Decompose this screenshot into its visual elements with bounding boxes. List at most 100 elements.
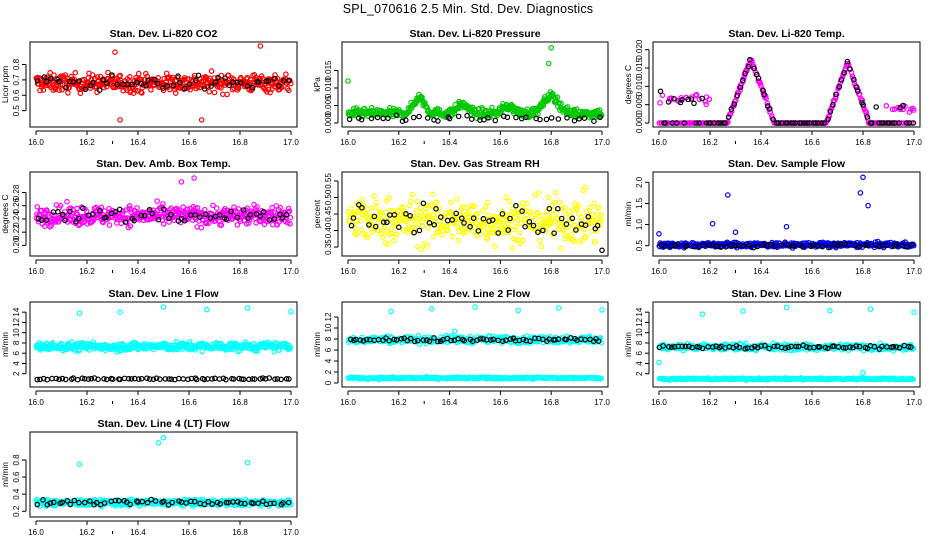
data-point: [472, 304, 478, 310]
data-point: [185, 376, 191, 383]
data-point: [746, 242, 753, 248]
x-tick-label: 16.6: [493, 267, 509, 276]
data-point: [286, 376, 292, 382]
data-point: [247, 212, 254, 218]
data-point: [138, 212, 145, 219]
data-point: [836, 84, 843, 90]
y-tick-label: 14: [12, 307, 21, 316]
data-point: [255, 79, 262, 85]
data-point: [106, 222, 113, 228]
data-point: [736, 344, 743, 351]
data-point: [160, 221, 167, 227]
data-point: [558, 215, 565, 222]
data-point: [38, 217, 45, 223]
plot-frame: [29, 171, 298, 257]
data-point: [135, 376, 142, 382]
data-point: [85, 376, 92, 382]
data-point: [192, 205, 199, 212]
data-point: [372, 204, 379, 211]
y-tick-label: 0.26: [12, 197, 21, 213]
data-point: [552, 189, 559, 196]
data-point: [461, 225, 468, 232]
data-point: [745, 63, 752, 70]
data-point: [467, 203, 474, 209]
data-point: [703, 120, 710, 126]
data-point: [740, 243, 747, 249]
data-point: [286, 208, 293, 215]
data-point: [155, 80, 161, 87]
data-point: [838, 77, 845, 83]
data-point: [558, 100, 564, 107]
data-point: [576, 116, 583, 122]
data-point: [59, 375, 66, 382]
data-point: [468, 116, 475, 123]
y-tick-label: 0.005: [635, 94, 644, 115]
data-point: [758, 83, 765, 90]
data-point: [464, 112, 470, 119]
data-point: [732, 229, 739, 236]
data-point: [73, 219, 79, 225]
data-point: [235, 85, 242, 92]
y-tick-label: 0.015: [324, 60, 333, 81]
y-tick-label: 1.5: [635, 197, 644, 209]
data-point: [445, 114, 452, 121]
data-point: [192, 375, 199, 382]
y-tick-label: 8: [324, 336, 333, 341]
data-point: [34, 78, 41, 84]
data-point: [846, 242, 853, 248]
data-point: [209, 376, 215, 382]
data-point: [764, 100, 771, 107]
data-point: [184, 76, 191, 82]
y-tick-label: 0.6: [12, 89, 21, 101]
data-point: [145, 77, 151, 84]
data-point: [385, 195, 392, 201]
data-point: [287, 221, 293, 227]
data-point: [175, 73, 181, 79]
x-tick-label: 16.6: [181, 267, 197, 276]
data-point: [599, 247, 605, 254]
data-point: [134, 205, 140, 211]
data-point: [274, 376, 281, 382]
data-point: [555, 116, 562, 122]
data-point: [355, 202, 362, 208]
y-tick-label: 10: [635, 328, 644, 337]
data-point: [833, 91, 839, 98]
data-point: [790, 120, 796, 126]
data-point: [434, 211, 441, 217]
data-point: [461, 220, 467, 226]
x-tick-label: 16.2: [79, 267, 95, 276]
data-point: [656, 231, 662, 237]
data-point: [585, 214, 592, 220]
data-point: [522, 223, 528, 230]
data-point: [424, 115, 431, 121]
data-point: [837, 241, 843, 248]
data-point: [72, 69, 79, 76]
x-tick-label: 16.4: [130, 398, 146, 407]
data-point: [783, 223, 790, 230]
y-tick-label: 8: [635, 340, 644, 345]
data-point: [186, 81, 193, 88]
x-tick-label: 16.0: [651, 138, 667, 147]
data-point: [240, 376, 247, 383]
data-point: [731, 98, 738, 105]
data-point: [211, 89, 218, 96]
data-point: [507, 215, 513, 222]
data-point: [187, 86, 194, 93]
data-point: [279, 215, 286, 221]
data-point: [420, 99, 427, 105]
data-point: [782, 120, 789, 126]
data-point: [47, 75, 54, 82]
data-point: [96, 87, 103, 94]
data-point: [751, 343, 758, 350]
data-point: [873, 104, 880, 110]
data-point: [883, 103, 890, 109]
data-point: [161, 206, 167, 213]
data-point: [141, 212, 148, 219]
data-point: [555, 305, 562, 312]
data-point: [571, 117, 578, 124]
y-tick-label: 2: [12, 371, 21, 376]
data-point: [735, 242, 742, 249]
x-tick-label: 17.0: [906, 267, 922, 276]
data-point: [840, 344, 847, 351]
